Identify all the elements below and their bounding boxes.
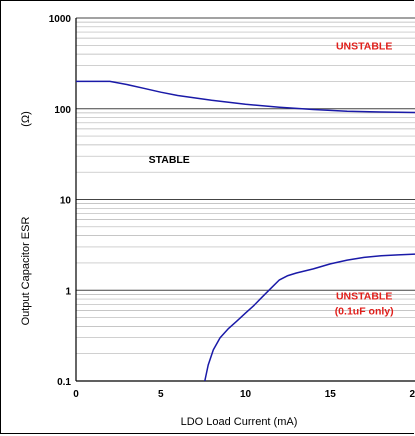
- region-label: STABLE: [149, 154, 190, 166]
- minor-gridlines: [76, 21, 415, 355]
- y-axis-label: Output Capacitor ESR: [20, 217, 32, 326]
- series-line-1: [76, 80, 415, 114]
- region-label: UNSTABLE: [336, 290, 392, 302]
- x-tick-label: 10: [240, 389, 252, 400]
- tick-labels: 0.1 1 10 100 1000 0 5 10 15 20: [49, 14, 415, 400]
- y-tick-label: 10: [60, 196, 72, 207]
- x-tick-label: 0: [73, 389, 79, 400]
- region-label: (0.1uF only): [335, 305, 394, 317]
- x-tick-label: 20: [409, 389, 415, 400]
- y-tick-label: 100: [54, 105, 71, 116]
- y-tick-label: 0.1: [57, 377, 71, 388]
- x-tick-label: 15: [325, 389, 337, 400]
- region-label: UNSTABLE: [336, 40, 392, 52]
- x-axis-label: LDO Load Current (mA): [181, 416, 298, 428]
- y-tick-label: 1: [65, 286, 71, 297]
- series-layer: [76, 80, 415, 382]
- y-axis-unit: (Ω): [20, 111, 32, 127]
- x-tick-label: 5: [158, 389, 164, 400]
- region-labels: UNSTABLE STABLE UNSTABLE (0.1uF only): [149, 40, 394, 317]
- y-tick-label: 1000: [49, 14, 72, 25]
- chart-axes: [75, 18, 415, 382]
- series-line-2: [204, 253, 415, 382]
